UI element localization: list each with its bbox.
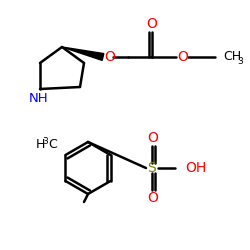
Text: 3: 3 xyxy=(237,56,243,66)
Text: 3: 3 xyxy=(42,136,48,145)
Text: H: H xyxy=(36,138,46,151)
Text: O: O xyxy=(148,191,158,205)
Text: CH: CH xyxy=(223,50,241,62)
Text: C: C xyxy=(48,138,57,151)
Text: S: S xyxy=(148,161,156,175)
Polygon shape xyxy=(62,47,104,60)
Text: O: O xyxy=(146,17,158,31)
Text: O: O xyxy=(104,50,116,64)
Text: O: O xyxy=(178,50,188,64)
Text: OH: OH xyxy=(185,161,206,175)
Text: O: O xyxy=(148,131,158,145)
Text: NH: NH xyxy=(29,92,49,106)
